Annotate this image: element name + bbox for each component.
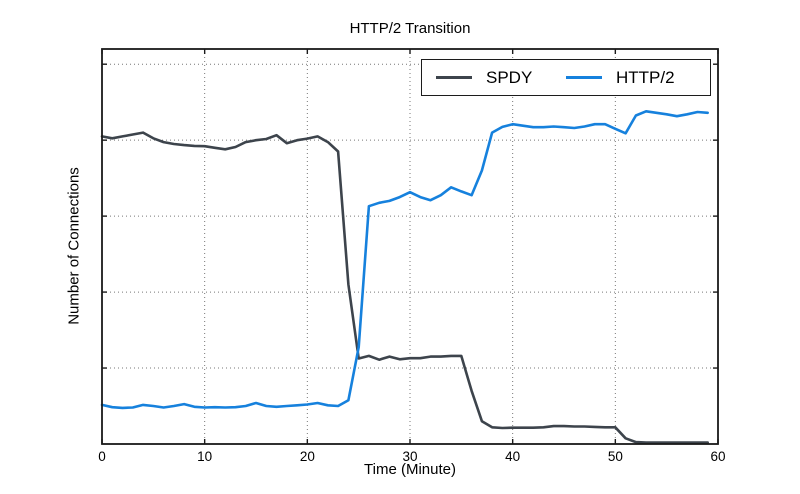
- spdy-series-line: [100, 131, 710, 444]
- legend: SPDY HTTP/2: [421, 59, 711, 96]
- x-tick-label: 50: [607, 449, 623, 464]
- x-tick-label: 0: [98, 449, 106, 464]
- x-tick-label: 20: [299, 449, 315, 464]
- http2-series-line: [100, 110, 710, 410]
- plot-frame: [101, 48, 719, 445]
- legend-entry-http2: HTTP/2: [566, 69, 696, 86]
- http2-line-swatch: [566, 76, 602, 79]
- legend-label-spdy: SPDY: [486, 68, 533, 87]
- chart-title: HTTP/2 Transition: [349, 20, 471, 37]
- legend-entry-spdy: SPDY: [436, 69, 566, 86]
- y-axis-label: Number of Connections: [65, 167, 83, 325]
- x-tick-label: 40: [505, 449, 521, 464]
- legend-label-http2: HTTP/2: [616, 68, 675, 87]
- x-tick-label: 10: [197, 449, 213, 464]
- spdy-line-swatch: [436, 76, 472, 79]
- x-axis-label: Time (Minute): [364, 461, 456, 478]
- x-tick-label: 30: [402, 449, 418, 464]
- x-tick-label: 60: [710, 449, 726, 464]
